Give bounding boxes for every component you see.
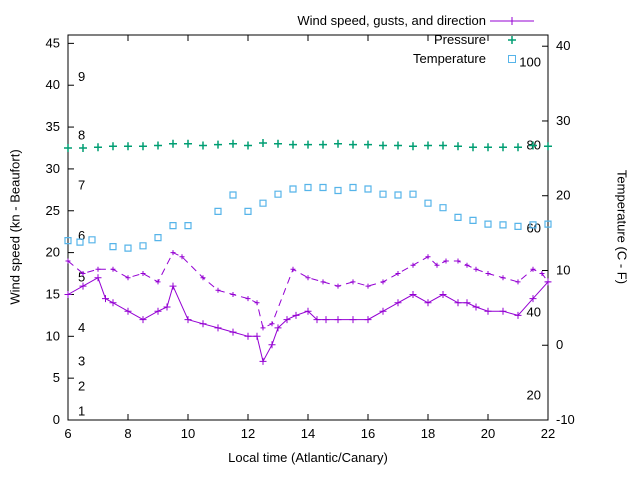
gusts-markers (65, 250, 551, 331)
y-right-tick-label: 40 (556, 38, 570, 53)
y-left-tick-label: 25 (46, 203, 60, 218)
y-right-tick-label: 0 (556, 337, 563, 352)
beaufort-labels: 1 2 3 4 5 6 7 8 9 (78, 69, 85, 419)
legend-label: Temperature (413, 51, 486, 66)
pressure-markers (64, 139, 552, 152)
y-right-tick-label: -10 (556, 412, 575, 427)
beaufort-label: 7 (78, 178, 85, 193)
beaufort-label: 5 (78, 270, 85, 285)
beaufort-label: 4 (78, 320, 85, 335)
x-tick-label: 8 (124, 426, 131, 441)
temperature-markers (64, 183, 552, 252)
y-left-tick-label: 10 (46, 328, 60, 343)
beaufort-label: 3 (78, 353, 85, 368)
x-tick-label: 22 (541, 426, 555, 441)
x-tick-label: 6 (64, 426, 71, 441)
y-left-tick-label: 15 (46, 286, 60, 301)
y-right-tick-label: 30 (556, 113, 570, 128)
legend-plus-marker (508, 36, 516, 44)
beaufort-label: 2 (78, 379, 85, 394)
left-y-axis-label: Wind speed (kn - Beaufort) (7, 149, 23, 305)
beaufort-label: 1 (78, 404, 85, 419)
legend: Wind speed, gusts, and direction Pressure… (297, 13, 534, 66)
fahrenheit-label: 20 (527, 387, 541, 402)
y-left-tick-label: 40 (46, 77, 60, 92)
legend-plus-marker (508, 17, 516, 25)
x-tick-label: 12 (241, 426, 255, 441)
y-left-tick-label: 30 (46, 161, 60, 176)
series-wind_speed (64, 274, 552, 365)
fahrenheit-label: 100 (519, 55, 541, 70)
y-left-tick-label: 5 (53, 370, 60, 385)
axis-ticks: 6 8 10 12 14 16 18 20 22051015202530354045-10010… (46, 35, 575, 441)
x-tick-label: 16 (361, 426, 375, 441)
x-axis-label: Local time (Atlantic/Canary) (228, 450, 388, 465)
wind-speed-markers (64, 274, 552, 365)
legend-label: Pressure (434, 32, 486, 47)
series-pressure (64, 139, 552, 152)
right-y-axis-label: Temperature (C - F) (614, 169, 630, 285)
fahrenheit-label: 40 (527, 304, 541, 319)
x-tick-label: 10 (181, 426, 195, 441)
y-right-tick-label: 10 (556, 262, 570, 277)
beaufort-label: 8 (78, 127, 85, 142)
beaufort-label: 9 (78, 69, 85, 84)
plot-border (67, 34, 549, 421)
x-tick-label: 20 (481, 426, 495, 441)
y-left-tick-label: 35 (46, 119, 60, 134)
y-left-tick-label: 45 (46, 35, 60, 50)
series-temperature (64, 183, 552, 252)
series-gusts (65, 250, 551, 331)
gusts-dashed-line (67, 251, 549, 329)
wind-speed-line (67, 276, 549, 363)
x-tick-label: 18 (421, 426, 435, 441)
beaufort-label: 6 (78, 228, 85, 243)
legend-label: Wind speed, gusts, and direction (297, 13, 486, 28)
y-left-tick-label: 20 (46, 245, 60, 260)
y-right-tick-label: 20 (556, 188, 570, 203)
legend-square-marker (508, 55, 516, 63)
y-left-tick-label: 0 (53, 412, 60, 427)
x-tick-label: 14 (301, 426, 315, 441)
